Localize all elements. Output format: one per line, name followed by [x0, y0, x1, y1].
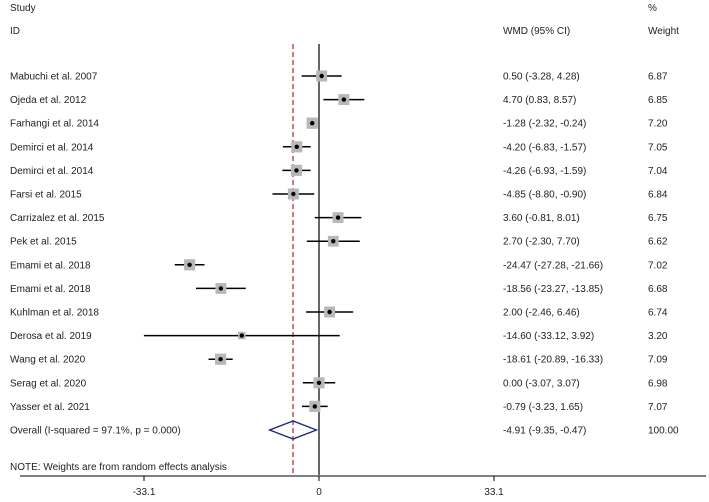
study-id: Demirci et al. 2014 — [10, 142, 94, 153]
point-estimate — [239, 333, 245, 338]
point-estimate — [331, 239, 336, 244]
x-tick-label: 0 — [316, 487, 322, 498]
header-percent: % — [648, 3, 657, 14]
study-id: Emami et al. 2018 — [10, 284, 91, 295]
point-estimate — [291, 191, 296, 197]
study-id: Farhangi et al. 2014 — [10, 119, 99, 130]
study-ci: -4.20 (-6.83, -1.57) — [503, 142, 586, 153]
study-id: Derosa et al. 2019 — [10, 331, 92, 342]
study-id: Yasser et al. 2021 — [10, 402, 90, 413]
point-estimate — [218, 357, 223, 362]
overall-ci: -4.91 (-9.35, -0.47) — [503, 426, 586, 437]
study-weight: 6.87 — [648, 72, 668, 83]
study-id: Wang et al. 2020 — [10, 355, 86, 366]
study-id: Kuhlman et al. 2018 — [10, 308, 99, 319]
header-study: Study — [10, 3, 36, 14]
study-id: Demirci et al. 2014 — [10, 166, 94, 177]
study-ci: -24.47 (-27.28, -21.66) — [503, 260, 603, 271]
point-estimate — [187, 262, 192, 267]
point-estimate — [310, 121, 315, 126]
study-weight: 6.68 — [648, 284, 668, 295]
point-estimate — [316, 380, 322, 385]
study-weight: 6.75 — [648, 213, 668, 224]
study-ci: 0.50 (-3.28, 4.28) — [503, 72, 580, 83]
study-ci: -4.85 (-8.80, -0.90) — [503, 190, 586, 201]
study-rows: Mabuchi et al. 2007 0.50 (-3.28, 4.28) 6.8… — [10, 72, 679, 437]
overall-weight: 100.00 — [648, 426, 679, 437]
study-ci: -4.26 (-6.93, -1.59) — [503, 166, 586, 177]
header-id: ID — [10, 26, 20, 37]
study-id: Emami et al. 2018 — [10, 260, 91, 271]
plot-marks: -33.1 0 33.1 — [20, 44, 706, 498]
study-ci: -18.56 (-23.27, -13.85) — [503, 284, 603, 295]
study-weight: 6.62 — [648, 237, 668, 248]
study-ci: 0.00 (-3.07, 3.07) — [503, 378, 580, 389]
study-weight: 7.09 — [648, 355, 668, 366]
point-estimate — [335, 215, 341, 220]
header-weight: Weight — [648, 26, 679, 37]
point-estimate — [294, 168, 299, 173]
overall-diamond — [267, 420, 319, 440]
study-ci: -18.61 (-20.89, -16.33) — [503, 355, 603, 366]
point-estimate — [327, 309, 332, 315]
study-weight: 7.02 — [648, 260, 668, 271]
study-ci: 4.70 (0.83, 8.57) — [503, 95, 576, 106]
point-estimate — [294, 144, 299, 149]
study-ci: -0.79 (-3.23, 1.65) — [503, 402, 583, 413]
study-ci: -1.28 (-2.32, -0.24) — [503, 119, 586, 130]
x-tick-label: 33.1 — [484, 487, 504, 498]
study-weight: 6.85 — [648, 95, 668, 106]
header-wmd: WMD (95% CI) — [503, 26, 570, 37]
study-weight: 6.74 — [648, 308, 668, 319]
point-estimate — [312, 404, 318, 409]
study-weight: 7.04 — [648, 166, 668, 177]
study-weight: 3.20 — [648, 331, 668, 342]
study-id: Mabuchi et al. 2007 — [10, 72, 98, 83]
study-id: Ojeda et al. 2012 — [10, 95, 87, 106]
study-ci: -14.60 (-33.12, 3.92) — [503, 331, 594, 342]
study-ci: 3.60 (-0.81, 8.01) — [503, 213, 580, 224]
study-weight: 7.05 — [648, 142, 668, 153]
study-id: Farsi et al. 2015 — [10, 190, 82, 201]
study-weight: 7.20 — [648, 119, 668, 130]
x-tick-label: -33.1 — [133, 487, 156, 498]
point-estimate — [341, 97, 347, 102]
study-ci: 2.70 (-2.30, 7.70) — [503, 237, 580, 248]
study-id: Pek et al. 2015 — [10, 237, 77, 248]
study-weight: 6.98 — [648, 378, 668, 389]
point-estimate — [319, 73, 324, 79]
study-id: Carrizalez et al. 2015 — [10, 213, 105, 224]
study-weight: 7.07 — [648, 402, 668, 413]
footnote: NOTE: Weights are from random effects an… — [10, 462, 227, 473]
study-ci: 2.00 (-2.46, 6.46) — [503, 308, 580, 319]
study-id: Serag et al. 2020 — [10, 378, 87, 389]
study-weight: 6.84 — [648, 190, 668, 201]
overall-label: Overall (I-squared = 97.1%, p = 0.000) — [10, 426, 181, 437]
point-estimate — [218, 286, 224, 291]
